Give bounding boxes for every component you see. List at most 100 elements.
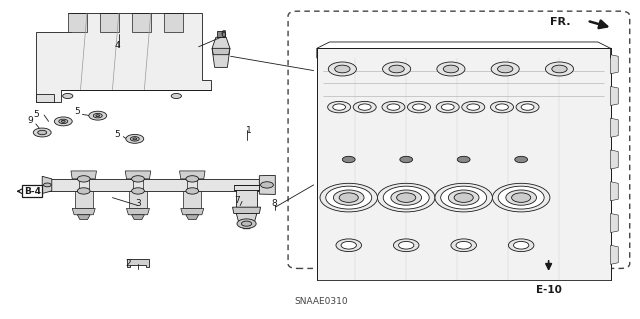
Circle shape xyxy=(61,121,65,122)
Polygon shape xyxy=(611,118,618,137)
Circle shape xyxy=(506,190,536,205)
Circle shape xyxy=(126,134,144,143)
Polygon shape xyxy=(611,150,618,169)
Circle shape xyxy=(449,190,479,205)
Circle shape xyxy=(451,239,476,252)
Polygon shape xyxy=(236,190,257,207)
Polygon shape xyxy=(611,213,618,233)
Circle shape xyxy=(458,156,470,163)
Polygon shape xyxy=(241,224,252,229)
Circle shape xyxy=(132,176,145,182)
Circle shape xyxy=(545,62,573,76)
Circle shape xyxy=(77,188,90,194)
Circle shape xyxy=(353,101,376,113)
Polygon shape xyxy=(68,13,87,33)
Circle shape xyxy=(383,62,411,76)
Circle shape xyxy=(442,104,454,110)
Circle shape xyxy=(436,101,460,113)
Circle shape xyxy=(490,101,513,113)
Circle shape xyxy=(441,186,486,209)
Circle shape xyxy=(186,188,198,194)
Text: FR.: FR. xyxy=(550,17,570,27)
Text: 6: 6 xyxy=(220,31,226,40)
Circle shape xyxy=(382,101,405,113)
Polygon shape xyxy=(235,208,258,215)
Circle shape xyxy=(383,186,429,209)
Circle shape xyxy=(133,138,137,140)
Circle shape xyxy=(495,104,508,110)
Polygon shape xyxy=(212,37,230,67)
Polygon shape xyxy=(127,208,150,215)
Polygon shape xyxy=(611,245,618,264)
Circle shape xyxy=(511,193,531,202)
Circle shape xyxy=(38,130,47,135)
Polygon shape xyxy=(129,191,147,208)
Circle shape xyxy=(387,104,400,110)
Circle shape xyxy=(63,93,73,99)
Circle shape xyxy=(172,93,181,99)
Circle shape xyxy=(394,239,419,252)
Circle shape xyxy=(93,114,102,118)
Circle shape xyxy=(435,183,492,212)
Circle shape xyxy=(326,186,372,209)
Polygon shape xyxy=(100,13,119,33)
Circle shape xyxy=(132,188,145,194)
Polygon shape xyxy=(71,171,97,179)
Circle shape xyxy=(378,183,435,212)
Polygon shape xyxy=(36,94,54,102)
Circle shape xyxy=(237,219,256,228)
Circle shape xyxy=(467,104,479,110)
Polygon shape xyxy=(611,55,618,74)
Circle shape xyxy=(521,104,534,110)
Circle shape xyxy=(400,156,413,163)
Circle shape xyxy=(59,119,68,123)
Text: SNAAE0310: SNAAE0310 xyxy=(294,297,348,306)
Circle shape xyxy=(342,156,355,163)
Circle shape xyxy=(437,62,465,76)
Circle shape xyxy=(320,183,378,212)
Circle shape xyxy=(358,104,371,110)
Circle shape xyxy=(44,183,51,187)
Text: B-4: B-4 xyxy=(24,187,41,196)
Polygon shape xyxy=(234,185,259,190)
Circle shape xyxy=(260,182,273,188)
Polygon shape xyxy=(36,13,211,102)
Polygon shape xyxy=(77,215,90,219)
Polygon shape xyxy=(132,215,145,219)
Circle shape xyxy=(328,101,351,113)
Circle shape xyxy=(444,65,459,73)
Polygon shape xyxy=(611,86,618,106)
Polygon shape xyxy=(611,182,618,201)
Text: 5: 5 xyxy=(74,107,80,116)
Circle shape xyxy=(456,241,471,249)
Text: 1: 1 xyxy=(246,126,252,135)
Polygon shape xyxy=(317,48,611,280)
FancyBboxPatch shape xyxy=(288,11,630,269)
Text: 3: 3 xyxy=(135,199,141,208)
Polygon shape xyxy=(42,176,52,194)
Polygon shape xyxy=(75,191,93,208)
Text: E-10: E-10 xyxy=(536,285,561,295)
Polygon shape xyxy=(232,207,260,213)
Polygon shape xyxy=(236,213,257,223)
Polygon shape xyxy=(127,259,150,267)
Text: 2: 2 xyxy=(125,259,131,268)
Circle shape xyxy=(397,193,416,202)
Circle shape xyxy=(462,101,484,113)
Circle shape xyxy=(513,241,529,249)
Circle shape xyxy=(389,65,404,73)
Circle shape xyxy=(186,176,198,182)
Circle shape xyxy=(497,65,513,73)
Circle shape xyxy=(328,62,356,76)
Text: 8: 8 xyxy=(271,199,277,208)
Circle shape xyxy=(341,241,356,249)
Circle shape xyxy=(391,190,422,205)
Polygon shape xyxy=(217,31,225,37)
Polygon shape xyxy=(179,171,205,179)
Circle shape xyxy=(336,239,362,252)
Circle shape xyxy=(333,104,346,110)
Text: 5: 5 xyxy=(115,130,120,138)
Polygon shape xyxy=(164,13,182,33)
Circle shape xyxy=(339,193,358,202)
Text: 4: 4 xyxy=(114,41,120,50)
